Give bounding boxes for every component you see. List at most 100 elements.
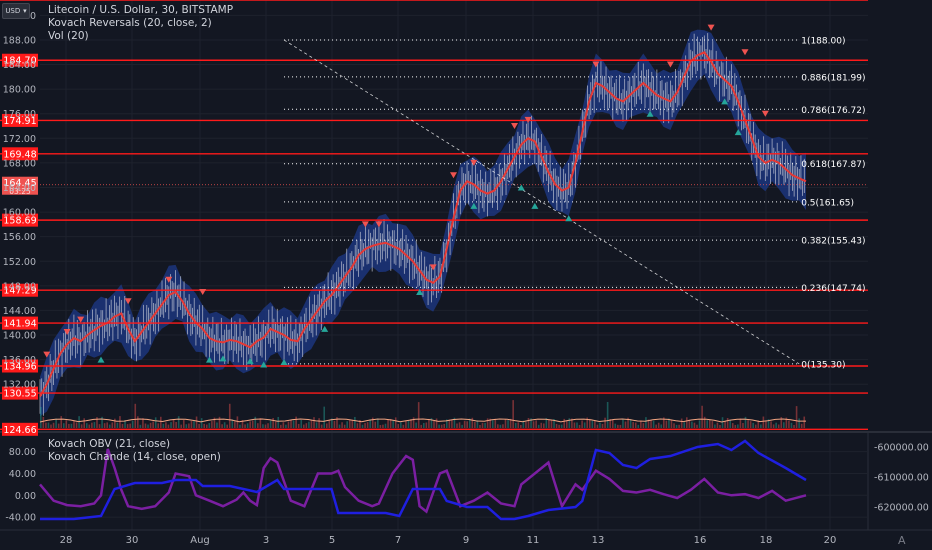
volume-bar: [160, 416, 162, 428]
y-tick-label: 140.00: [3, 331, 36, 342]
volume-bar: [673, 423, 675, 428]
level-label-bg: [2, 359, 38, 373]
volume-bars: [39, 400, 806, 428]
chande-line: [39, 448, 807, 514]
volume-bar: [565, 420, 568, 428]
osc-left-tick: -40.00: [5, 513, 36, 524]
volume-bar: [463, 420, 466, 428]
volume-bar: [440, 424, 443, 428]
volume-bar: [586, 417, 589, 428]
legend-indicator-reversals[interactable]: Kovach Reversals (20, close, 2): [48, 17, 212, 29]
volume-bar: [520, 424, 522, 428]
y-tick-label: 156.00: [3, 232, 36, 243]
volume-bar: [581, 420, 583, 428]
volume-bar: [555, 423, 558, 428]
volume-bar: [246, 423, 249, 428]
x-tick-label: Aug: [190, 535, 210, 546]
volume-bar: [200, 418, 203, 428]
x-tick-label: 11: [527, 535, 540, 546]
fib-level-label: 0.786(176.72): [801, 106, 865, 116]
volume-ma-line: [39, 418, 806, 423]
volume-bar: [448, 419, 451, 428]
volume-bar: [85, 423, 88, 428]
volume-bar: [504, 419, 507, 428]
volume-bar: [458, 422, 461, 428]
level-label-bg: [2, 283, 38, 297]
legend-indicator-obv[interactable]: Kovach OBV (21, close): [48, 438, 171, 450]
volume-bar: [384, 423, 387, 428]
volume-bar: [195, 416, 198, 428]
volume-bar: [259, 418, 262, 428]
level-label-bg: [2, 53, 38, 67]
obv-line: [40, 439, 807, 521]
volume-bar: [678, 424, 680, 428]
volume-bar: [497, 424, 499, 428]
volume-bar: [461, 424, 463, 428]
osc-right-tick: -600000.00: [874, 443, 929, 454]
level-label: 134.96: [3, 361, 36, 372]
level-label-bg: [2, 386, 38, 400]
volume-bar: [583, 422, 586, 428]
volume-bar: [599, 422, 601, 428]
fib-level-label: 0.236(147.74): [801, 284, 865, 294]
volume-bar: [320, 424, 323, 428]
volume-bar: [45, 422, 47, 428]
volume-bar: [305, 423, 308, 428]
reversal-up-arrow: [531, 202, 539, 209]
y-tick-label: 132.00: [3, 380, 36, 391]
volume-bar: [292, 420, 295, 428]
volume-bar: [129, 423, 131, 428]
volume-bar: [149, 422, 152, 428]
osc-left-tick: 0.00: [15, 491, 36, 502]
volume-bar: [683, 422, 686, 428]
volume-bar: [62, 423, 65, 428]
volume-bar: [218, 416, 221, 428]
y-tick-label: 144.00: [3, 306, 36, 317]
volume-bar: [55, 418, 57, 428]
volume-bar: [614, 423, 617, 428]
volume-bar: [193, 421, 195, 428]
y-tick-label: 136.00: [3, 355, 36, 366]
x-tick-label: 5: [329, 535, 335, 546]
volume-bar: [675, 424, 678, 428]
volume-bar: [177, 416, 180, 428]
volume-bar: [537, 424, 540, 428]
volume-bar: [121, 423, 124, 428]
reversal-up-arrow: [416, 288, 424, 295]
volume-bar: [180, 424, 183, 428]
volume-bar: [389, 418, 392, 428]
auto-scale-button[interactable]: A: [898, 534, 906, 547]
reversal-down-arrow: [124, 298, 132, 305]
legend-indicator-chande[interactable]: Kovach Chande (14, close, open): [48, 451, 221, 463]
volume-bar: [798, 418, 800, 428]
volume-bar: [211, 421, 213, 428]
volume-bar: [397, 424, 400, 428]
fib-level-label: 0.382(155.43): [801, 237, 865, 247]
currency-button[interactable]: USD ▾: [2, 3, 30, 19]
volume-bar: [466, 421, 469, 428]
reversal-up-arrow: [721, 98, 729, 105]
volume-bar: [68, 423, 70, 428]
fib-level-label: 0(135.30): [801, 360, 845, 370]
osc-right-tick: -610000.00: [874, 473, 929, 484]
level-label-bg: [2, 113, 38, 127]
volume-bar: [42, 416, 45, 428]
volume-bar: [767, 419, 770, 428]
legend-indicator-volume[interactable]: Vol (20): [48, 30, 89, 42]
volume-bar: [550, 419, 553, 428]
volume-bar: [111, 422, 114, 428]
legend-symbol[interactable]: Litecoin / U.S. Dollar, 30, BITSTAMP: [48, 4, 234, 16]
volume-bar: [114, 418, 116, 428]
volume-bar: [716, 422, 719, 428]
volume-bar: [274, 421, 277, 428]
volume-bar: [468, 418, 471, 428]
volume-bar: [668, 418, 670, 428]
volume-bar: [642, 423, 645, 428]
volume-bar: [588, 418, 591, 428]
volume-bar: [696, 424, 698, 428]
reversal-down-arrow: [592, 61, 600, 68]
reversal-midline: [39, 51, 807, 397]
reversal-down-arrow: [429, 264, 437, 271]
y-tick-label: 180.00: [3, 85, 36, 96]
